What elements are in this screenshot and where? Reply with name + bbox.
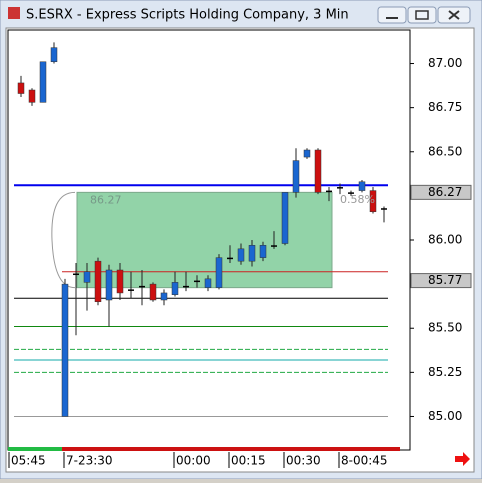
candle-body xyxy=(215,257,223,288)
candle-body xyxy=(314,149,322,193)
candle-body xyxy=(381,208,387,210)
candle-body xyxy=(160,292,168,301)
app-icon xyxy=(8,7,20,19)
y-tick-label: 86.00 xyxy=(428,233,462,247)
price-label: 86.27 xyxy=(428,185,462,199)
x-tick-label: 8-00:45 xyxy=(341,454,388,468)
candle-body xyxy=(94,260,102,303)
candle-body xyxy=(337,187,343,189)
candle-body xyxy=(116,269,124,294)
y-tick-label: 85.25 xyxy=(428,365,462,379)
y-tick-label: 87.00 xyxy=(428,56,462,70)
candle-body xyxy=(28,89,36,103)
candle-body xyxy=(303,149,311,158)
window-title: S.ESRX - Express Scripts Holding Company… xyxy=(26,8,349,23)
x-tick-label: 7-23:30 xyxy=(66,454,113,468)
x-tick-label: 00:30 xyxy=(286,454,321,468)
candle-body xyxy=(139,285,145,288)
candle-body xyxy=(358,181,366,191)
y-tick-label: 86.50 xyxy=(428,144,462,158)
scroll-arrow[interactable] xyxy=(455,452,470,466)
candle-body xyxy=(171,282,179,295)
candle-body xyxy=(149,283,157,301)
candle-body xyxy=(105,269,113,301)
candle-body xyxy=(183,285,189,288)
price-label-bg xyxy=(410,273,472,289)
candle-body xyxy=(194,280,200,283)
candle-body xyxy=(73,273,79,276)
candle-body xyxy=(248,245,256,262)
candle-body xyxy=(369,190,377,213)
candle-body xyxy=(259,245,267,258)
y-tick-label: 85.50 xyxy=(428,321,462,335)
candle-body xyxy=(227,257,233,260)
candle-body xyxy=(292,160,300,193)
x-tick-label: 05:45 xyxy=(11,454,46,468)
price-label: 85.77 xyxy=(428,273,462,287)
y-tick-label: 85.00 xyxy=(428,409,462,423)
x-tick-label: 00:15 xyxy=(231,454,266,468)
candle-body xyxy=(237,248,245,262)
candle-body xyxy=(281,192,289,244)
minimize-button[interactable] xyxy=(377,6,407,24)
candle-body xyxy=(204,278,212,288)
range-box xyxy=(76,191,333,289)
price-label-bg xyxy=(410,184,472,200)
candle-body xyxy=(50,47,58,63)
session-bar xyxy=(62,447,400,451)
maximize-icon xyxy=(415,10,429,20)
bracket xyxy=(51,191,76,289)
candle-body xyxy=(61,283,69,417)
close-icon xyxy=(448,10,460,20)
candle-body xyxy=(17,82,25,94)
x-tick-label: 00:00 xyxy=(176,454,211,468)
candle-body xyxy=(348,192,354,194)
annotation: 0.58% xyxy=(340,193,375,206)
session-bar xyxy=(8,447,62,451)
candle-body xyxy=(326,190,332,193)
candle-body xyxy=(83,271,91,283)
y-tick-label: 86.75 xyxy=(428,100,462,114)
box-label: 86.27 xyxy=(90,193,122,206)
candle-body xyxy=(39,61,47,103)
candle-body xyxy=(271,245,277,247)
maximize-button[interactable] xyxy=(407,6,437,24)
candle-body xyxy=(128,289,134,291)
